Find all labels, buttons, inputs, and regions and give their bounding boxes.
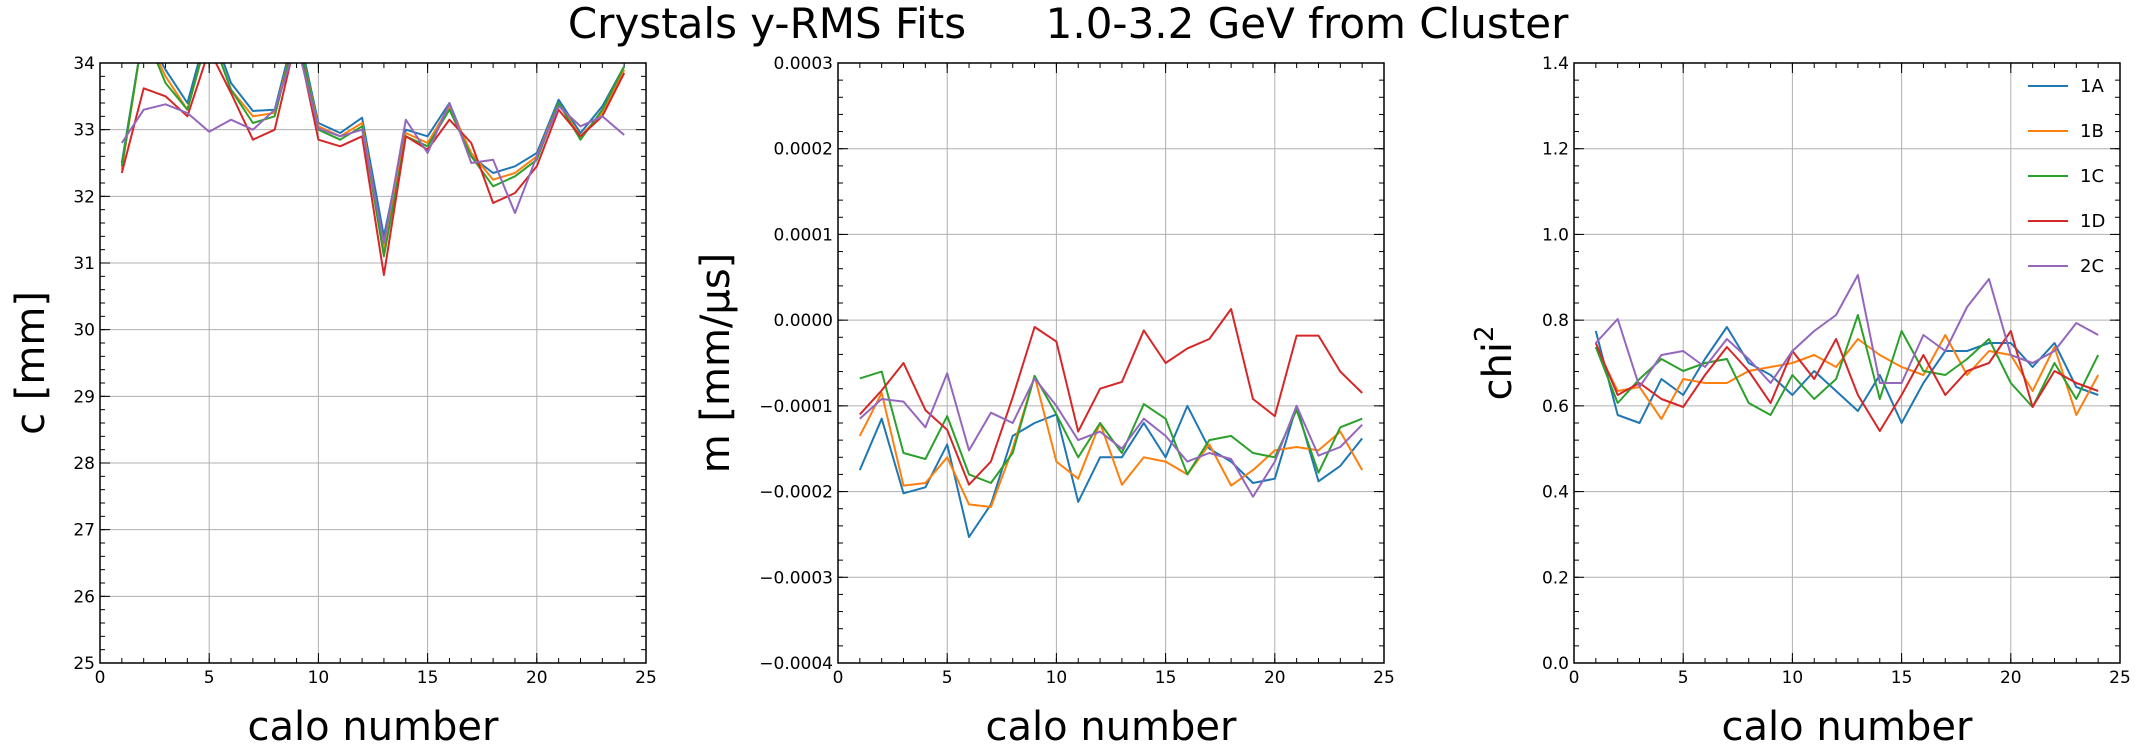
- y-tick-label: 0.2: [1542, 568, 1569, 588]
- x-tick-label: 20: [1264, 668, 1286, 688]
- x-tick-label: 5: [942, 668, 953, 688]
- y-tick-label: 32: [73, 187, 95, 207]
- x-axis-label: calo number: [986, 704, 1237, 750]
- y-tick-label: 1.0: [1542, 225, 1569, 245]
- legend-label-2C: 2C: [2080, 256, 2104, 277]
- y-tick-label: 34: [73, 54, 95, 74]
- series-line-2C: [120, 63, 625, 244]
- series-line-1C: [1594, 314, 2100, 416]
- x-tick-label: 5: [1678, 668, 1689, 688]
- series-line-1B: [1594, 334, 2100, 420]
- y-tick-label: −0.0001: [759, 397, 833, 417]
- x-axis-label: calo number: [1722, 704, 1973, 750]
- y-axis-label: m [mm/µs]: [693, 253, 739, 474]
- y-tick-label: 0.6: [1542, 397, 1569, 417]
- y-tick-label: 29: [73, 387, 95, 407]
- series-group: [858, 308, 1364, 538]
- series-line-1D: [120, 63, 626, 276]
- chart-panel-3: 0 5 10 15 20 25 0.0 0.2 0.4 0.6 0.8 1.0 1.2 1.4 calo n…: [1470, 54, 2131, 750]
- y-tick-label: −0.0003: [759, 568, 833, 588]
- x-tick-label: 15: [1155, 668, 1177, 688]
- x-tick-label: 10: [1782, 668, 1804, 688]
- y-tick-label: 1.2: [1542, 140, 1569, 160]
- plot-frame: [99, 62, 647, 664]
- y-tick-label: −0.0004: [759, 654, 833, 674]
- x-tick-label: 0: [1569, 668, 1580, 688]
- series-group: [120, 63, 626, 276]
- x-tick-label: 0: [833, 668, 844, 688]
- x-tick-label: 5: [204, 668, 215, 688]
- y-tick-label: 0.8: [1542, 311, 1569, 331]
- y-tick-label: 0.0000: [774, 311, 833, 331]
- y-tick-label: 0.0003: [774, 54, 833, 74]
- legend: 1A 1B 1C 1D 2C: [2028, 76, 2105, 277]
- figure-title-right: 1.0-3.2 GeV from Cluster: [1046, 0, 1569, 48]
- y-axis-label-superscript: 2: [1470, 325, 1500, 342]
- y-tick-label: −0.0002: [759, 483, 833, 503]
- y-axis-label: c [mm]: [8, 291, 54, 435]
- x-tick-label: 10: [308, 668, 330, 688]
- series-line-2C: [859, 372, 1363, 498]
- legend-label-1C: 1C: [2080, 166, 2104, 187]
- y-tick-label: 27: [73, 521, 95, 541]
- x-tick-label: 20: [526, 668, 548, 688]
- y-tick-label: 30: [73, 321, 95, 341]
- figure-title-left: Crystals y-RMS Fits: [568, 0, 966, 48]
- y-tick-label: 25: [73, 654, 95, 674]
- chart-panel-2: 0 5 10 15 20 25 −0.0004 −0.0003 −0.0002 −0.0001 0.…: [693, 54, 1395, 750]
- y-tick-label: 0.0001: [774, 225, 833, 245]
- x-tick-label: 20: [2000, 668, 2022, 688]
- x-tick-label: 25: [635, 668, 657, 688]
- y-tick-label: 0.0: [1542, 654, 1569, 674]
- x-tick-label: 15: [1891, 668, 1913, 688]
- series-group: [1594, 274, 2100, 432]
- plot-frame: [837, 62, 1385, 664]
- y-tick-label: 0.0002: [774, 140, 833, 160]
- series-line-1C: [859, 370, 1363, 484]
- y-tick-label: 31: [73, 254, 95, 274]
- x-tick-label: 10: [1046, 668, 1068, 688]
- x-tick-label: 25: [2109, 668, 2131, 688]
- x-tick-label: 0: [95, 668, 106, 688]
- legend-label-1B: 1B: [2080, 121, 2104, 142]
- x-axis-label: calo number: [248, 704, 499, 750]
- y-tick-label: 33: [73, 121, 95, 141]
- x-tick-label: 25: [1373, 668, 1395, 688]
- x-tick-label: 15: [417, 668, 439, 688]
- legend-label-1A: 1A: [2080, 76, 2104, 97]
- chart-panel-1: 0 5 10 15 20 25 25 26 27 28 29 30 31 32 33 34 calo numbe…: [8, 54, 657, 750]
- y-tick-label: 1.4: [1542, 54, 1569, 74]
- series-line-1D: [859, 308, 1363, 486]
- legend-label-1D: 1D: [2080, 211, 2105, 232]
- plot-frame: [1573, 62, 2121, 664]
- y-tick-label: 0.4: [1542, 483, 1569, 503]
- y-tick-label: 28: [73, 454, 95, 474]
- series-line-1A: [120, 63, 626, 238]
- y-tick-label: 26: [73, 587, 95, 607]
- series-line-1A: [858, 404, 1363, 538]
- series-line-1D: [1594, 330, 2099, 432]
- series-line-2C: [1595, 274, 2099, 388]
